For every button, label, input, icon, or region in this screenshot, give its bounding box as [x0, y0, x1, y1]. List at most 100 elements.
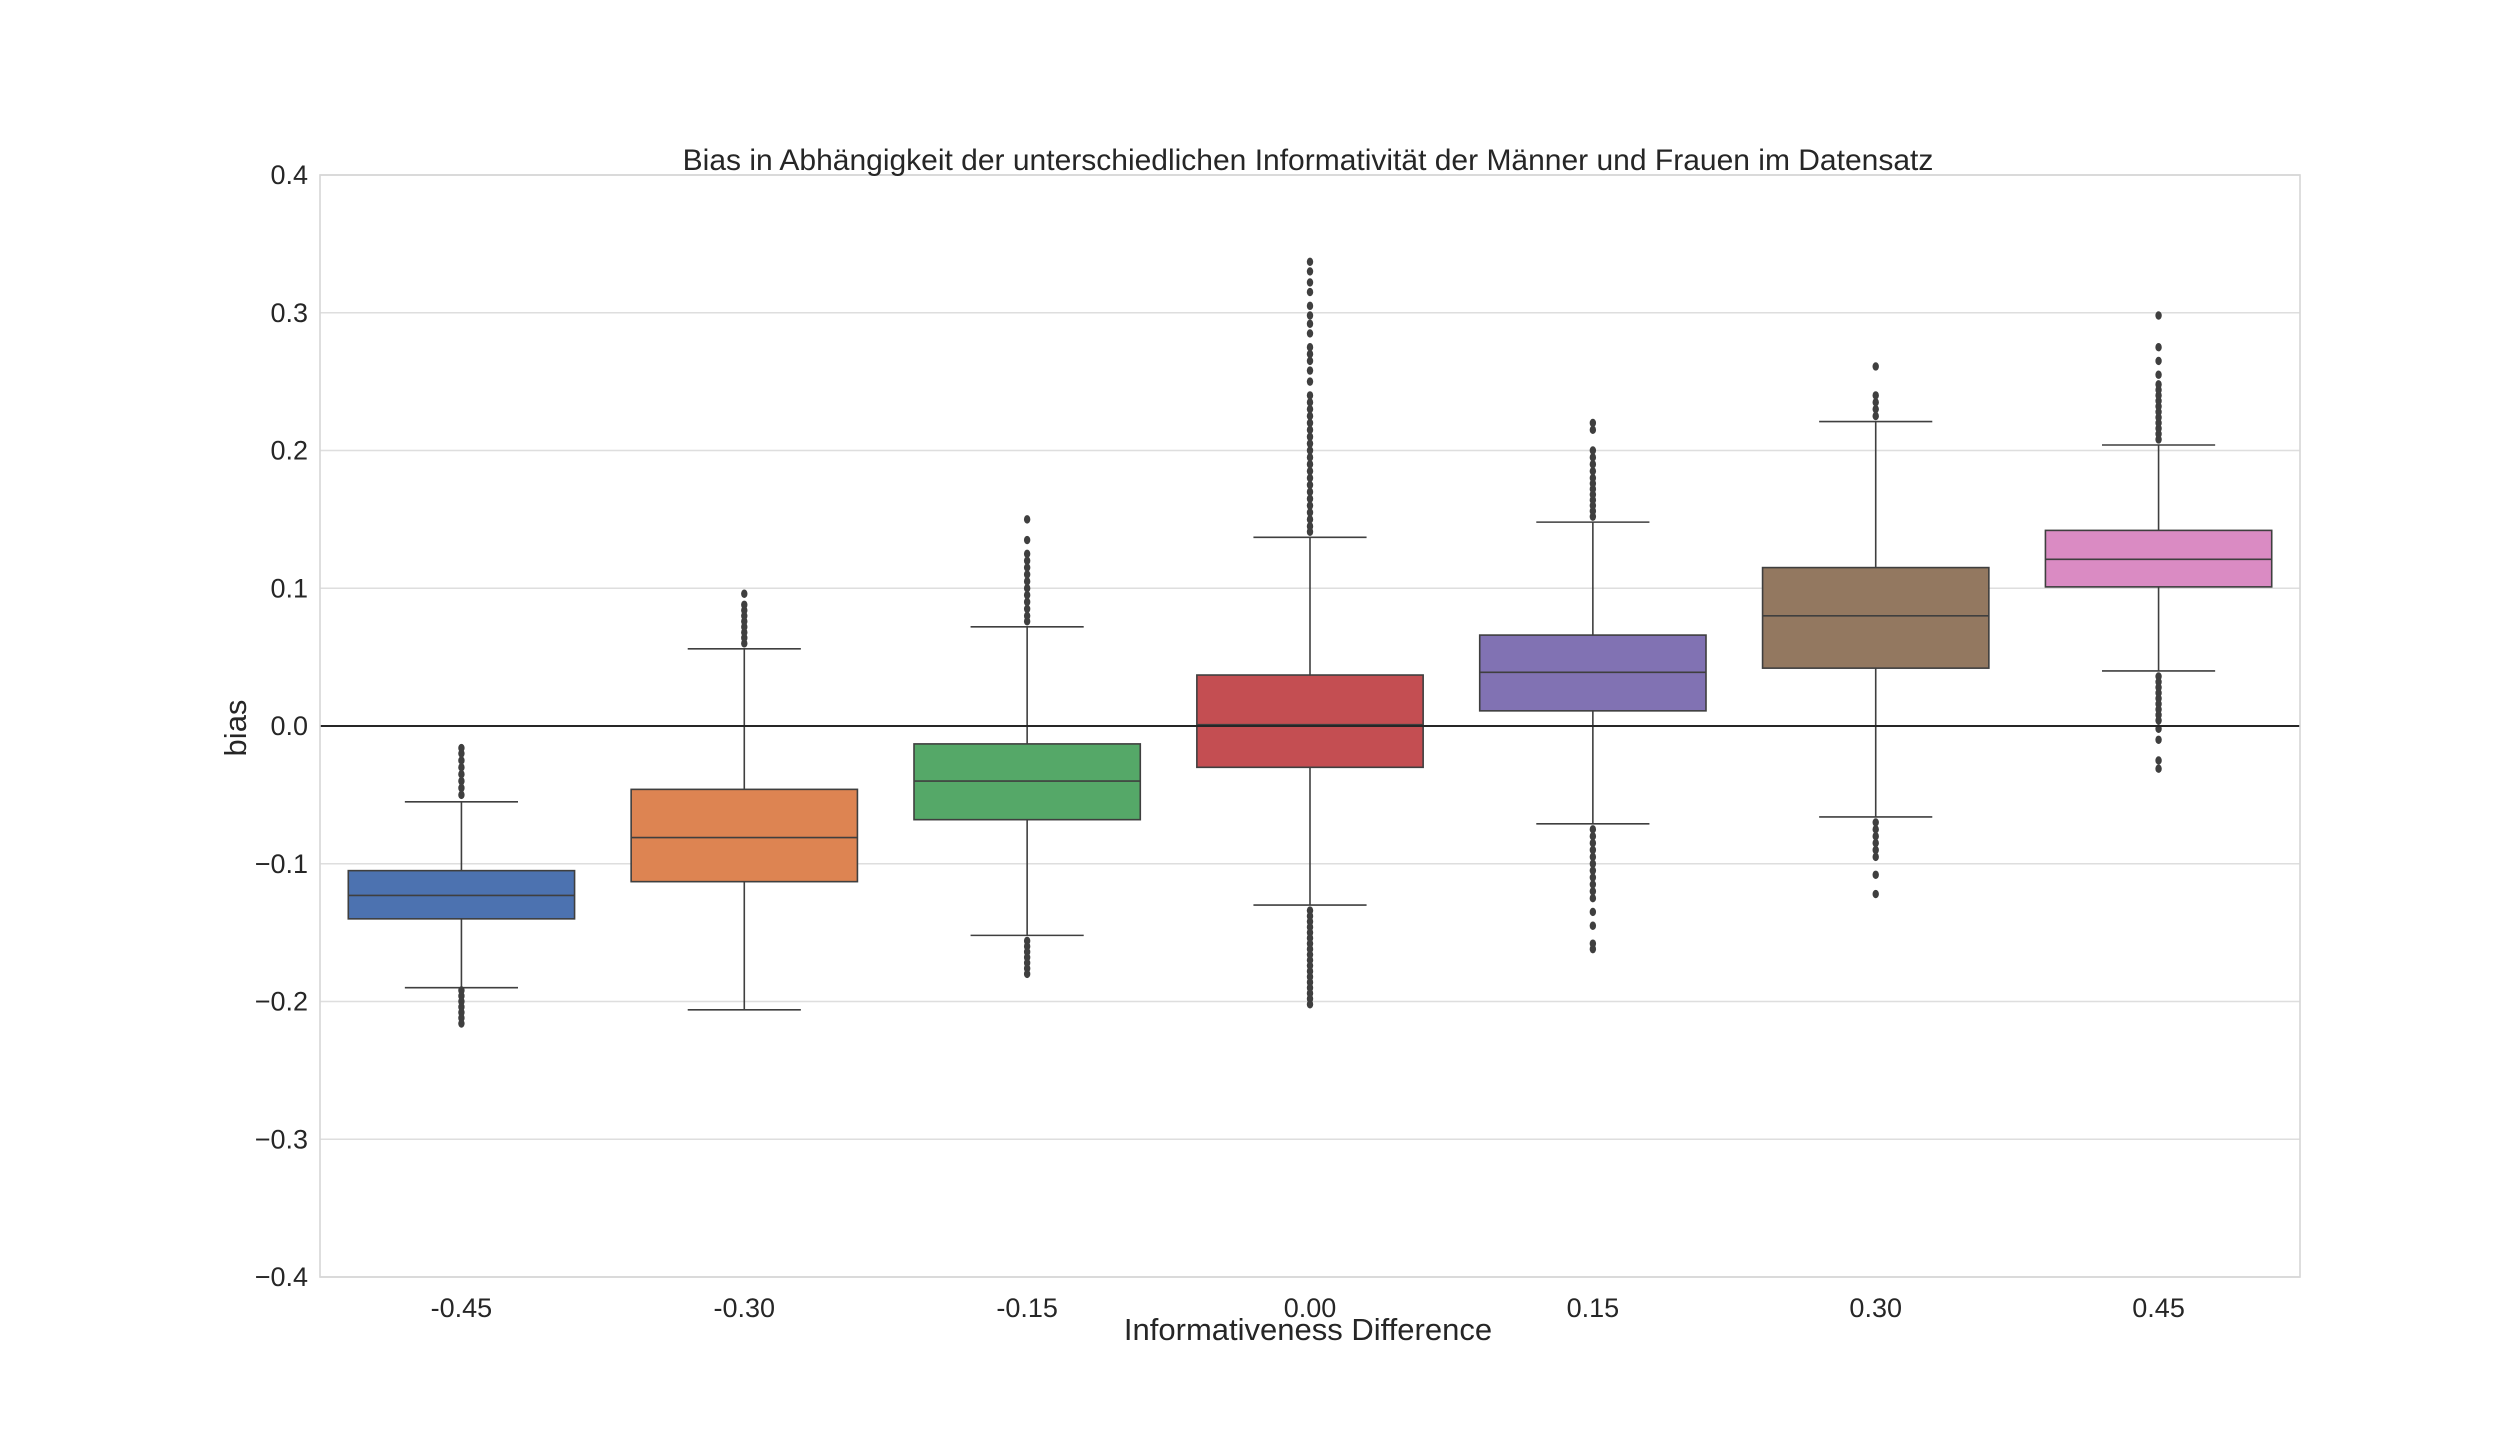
box-group [1196, 257, 1424, 1009]
box-group [2044, 311, 2273, 773]
x-tick-label: 0.15 [1567, 1293, 1620, 1323]
outlier-point [458, 743, 465, 753]
outlier-point [1872, 398, 1879, 407]
box-group [630, 589, 859, 1011]
outlier-point [1023, 577, 1031, 586]
outlier-point [1589, 825, 1597, 834]
outlier-point [1306, 398, 1314, 407]
outlier-point [1589, 887, 1597, 896]
outlier-point [1306, 287, 1314, 297]
x-axis-label: Informativeness Difference [1124, 1312, 1492, 1347]
outlier-point [1306, 349, 1314, 359]
outlier-point [458, 763, 465, 772]
box-group [347, 743, 576, 1028]
iqr-box [1196, 674, 1424, 769]
outlier-point [1306, 522, 1314, 531]
x-tick-label: 0.30 [1849, 1293, 1902, 1323]
outlier-point [1589, 852, 1597, 862]
outlier-point [1872, 825, 1879, 834]
outlier-point [1589, 845, 1597, 855]
outlier-point [1589, 880, 1597, 889]
outlier-point [1589, 460, 1597, 469]
outlier-point [1589, 425, 1597, 435]
outlier-point [1589, 418, 1597, 428]
outlier-point [1872, 391, 1879, 400]
outlier-point [2155, 370, 2162, 379]
iqr-box [630, 788, 859, 883]
outlier-point [458, 790, 465, 800]
outlier-point [458, 776, 465, 786]
outlier-point [1306, 391, 1314, 400]
y-axis-label: bias [218, 700, 253, 757]
outlier-point [1589, 859, 1597, 868]
outlier-point [1589, 873, 1597, 882]
outlier-point [1023, 597, 1031, 607]
outlier-point [2155, 380, 2162, 389]
outlier-point [1306, 301, 1314, 311]
x-tick-label: -0.30 [714, 1293, 776, 1323]
outlier-point [1023, 590, 1031, 600]
x-tick-label: -0.15 [996, 1293, 1058, 1323]
outlier-point [1306, 356, 1314, 366]
outlier-point [1023, 563, 1031, 572]
outlier-point [1872, 404, 1879, 414]
outlier-point [1872, 362, 1879, 371]
x-tick-labels: -0.45 -0.30 -0.15 0.00 0.15 0.30 0.45 [431, 1293, 2185, 1323]
outlier-point [1023, 515, 1031, 524]
outlier-point [1023, 584, 1031, 593]
outlier-point [1872, 870, 1879, 879]
outlier-point [1589, 907, 1597, 917]
x-tick-label: -0.45 [431, 1293, 493, 1323]
outlier-point [2155, 716, 2162, 725]
box-group [913, 515, 1142, 979]
outlier-point [2155, 356, 2162, 366]
outlier-point [1589, 446, 1597, 455]
outlier-point [1872, 889, 1879, 899]
outlier-point [1589, 453, 1597, 462]
outlier-point [1306, 432, 1314, 441]
outlier-point [1023, 549, 1031, 559]
outlier-point [1306, 267, 1314, 276]
outlier-point [1023, 969, 1031, 979]
outlier-point [458, 783, 465, 793]
outlier-point [741, 589, 748, 598]
y-tick-label: 0.0 [270, 711, 308, 741]
iqr-box [1761, 566, 1990, 669]
x-tick-label: 0.45 [2132, 1293, 2185, 1323]
outlier-point [2155, 311, 2162, 320]
outlier-point [1306, 366, 1314, 375]
outlier-point [2155, 756, 2162, 765]
outlier-point [1589, 866, 1597, 875]
y-tick-label: 0.1 [270, 573, 308, 603]
outlier-point [1872, 818, 1879, 827]
outlier-point [1872, 845, 1879, 855]
outlier-point [1306, 460, 1314, 469]
outlier-point [1589, 473, 1597, 483]
y-tick-label: −0.4 [255, 1262, 308, 1292]
x-tick-label: 0.00 [1284, 1293, 1337, 1323]
outlier-point [458, 1019, 465, 1028]
outlier-point [1306, 487, 1314, 497]
outlier-point [1306, 466, 1314, 476]
outlier-point [2155, 764, 2162, 773]
outlier-point [1306, 508, 1314, 517]
y-tick-label: 0.3 [270, 298, 308, 328]
box-series [347, 257, 2273, 1028]
y-tick-label: 0.2 [270, 436, 308, 466]
outlier-point [741, 600, 748, 609]
outlier-point [1023, 556, 1031, 565]
outlier-point [1872, 852, 1879, 862]
outlier-point [1589, 944, 1597, 954]
y-tick-label: 0.4 [270, 160, 308, 190]
outlier-point [1306, 319, 1314, 328]
plot-frame [319, 174, 2301, 1278]
outlier-point [1589, 832, 1597, 841]
outlier-point [1306, 377, 1314, 386]
outlier-point [1023, 535, 1031, 545]
outlier-point [1589, 838, 1597, 848]
outlier-point [1872, 838, 1879, 848]
outlier-point [1306, 404, 1314, 414]
outlier-point [1589, 466, 1597, 476]
y-tick-label: −0.3 [255, 1124, 308, 1154]
outlier-point [1023, 570, 1031, 579]
